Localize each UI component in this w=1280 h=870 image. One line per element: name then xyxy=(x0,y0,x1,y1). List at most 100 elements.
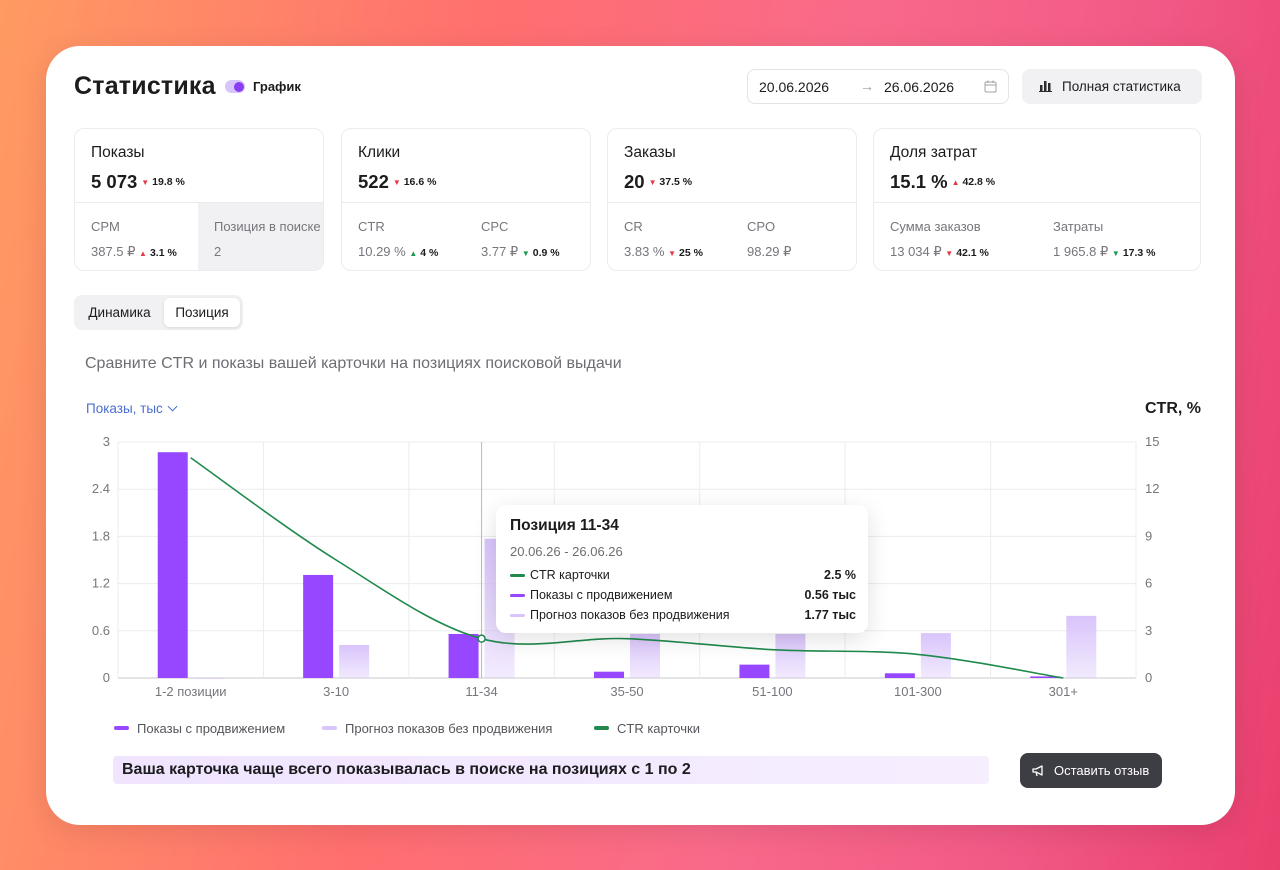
sub-value: 10.29 % ▲ 4 % xyxy=(358,244,439,259)
y-tick-label: 1.8 xyxy=(92,528,110,543)
stat-value: 522 ▼ 16.6 % xyxy=(358,171,437,192)
bar-forecast xyxy=(630,633,660,678)
sub-metric-ctr: CTR 10.29 % ▲ 4 % xyxy=(342,203,465,270)
chart-toggle[interactable] xyxy=(225,80,245,93)
legend-swatch xyxy=(594,726,609,730)
bar-forecast xyxy=(1066,615,1097,678)
y-tick-label: 3 xyxy=(103,434,110,449)
sub-label: CPC xyxy=(481,219,509,234)
divider xyxy=(75,202,323,203)
ctr-point-highlight xyxy=(477,634,486,643)
statistics-card: Статистика График 20.06.2026 → 26.06.202… xyxy=(46,46,1235,825)
bar-promoted xyxy=(448,633,479,678)
divider xyxy=(608,202,856,203)
sub-label: CPM xyxy=(91,219,120,234)
tooltip-row-value: 0.56 тыс xyxy=(804,588,856,602)
right-axis-label: CTR, % xyxy=(1145,400,1201,417)
tab-dynamics[interactable]: Динамика xyxy=(88,305,151,320)
ctr-line xyxy=(190,457,1064,679)
tooltip-row-value: 1.77 тыс xyxy=(804,608,856,622)
stat-delta: 19.8 % xyxy=(152,176,185,188)
sub-value: 1 965.8 ₽ ▼ 17.3 % xyxy=(1053,244,1156,259)
sub-label: CTR xyxy=(358,219,385,234)
tooltip-row-promoted: Показы с продвижением 0.56 тыс xyxy=(510,587,856,605)
date-to[interactable]: 26.06.2026 xyxy=(884,79,955,95)
triangle-down-icon: ▼ xyxy=(1111,249,1120,258)
tooltip-row-ctr: CTR карточки 2.5 % xyxy=(510,567,856,585)
sub-label: Затраты xyxy=(1053,219,1104,234)
sub-label: Позиция в поиске xyxy=(214,219,321,234)
stat-card-impressions: Показы 5 073 ▼ 19.8 % CPM 387.5 ₽ ▲ 3.1 % … xyxy=(74,128,324,271)
stat-card-cost-share: Доля затрат 15.1 % ▲ 42.8 % Сумма заказов… xyxy=(873,128,1201,271)
y-tick-label: 0.6 xyxy=(92,623,110,638)
sub-label: CR xyxy=(624,219,643,234)
sub-value: 387.5 ₽ ▲ 3.1 % xyxy=(91,244,177,259)
legend-swatch xyxy=(322,726,337,730)
sub-value: 3.77 ₽ ▼ 0.9 % xyxy=(481,244,560,259)
y-tick-label: 2.4 xyxy=(92,481,110,496)
tooltip-row-name: CTR карточки xyxy=(530,568,610,582)
legend-item-forecast[interactable]: Прогноз показов без продвижения xyxy=(322,721,552,736)
y-tick-label: 0 xyxy=(103,670,110,685)
chart-toggle-label: График xyxy=(253,79,301,94)
legend-item-promoted[interactable]: Показы с продвижением xyxy=(114,721,285,736)
x-tick-label: 101-300 xyxy=(894,684,942,699)
sub-metric-costs: Затраты 1 965.8 ₽ ▼ 17.3 % xyxy=(1037,203,1200,270)
divider xyxy=(874,202,1200,203)
x-tick-label: 1-2 позиции xyxy=(155,684,227,699)
sub-value: 13 034 ₽ ▼ 42.1 % xyxy=(890,244,989,259)
legend-swatch xyxy=(510,594,525,597)
date-from[interactable]: 20.06.2026 xyxy=(759,79,830,95)
y2-tick-label: 9 xyxy=(1145,528,1152,543)
bar-promoted xyxy=(1030,676,1061,678)
bar-promoted xyxy=(739,664,770,678)
divider xyxy=(342,202,590,203)
bar-promoted xyxy=(594,671,624,678)
x-tick-label: 51-100 xyxy=(752,684,792,699)
bar-forecast xyxy=(193,678,224,679)
stat-title: Клики xyxy=(358,144,401,161)
stat-title: Показы xyxy=(91,144,145,161)
sub-label: CPO xyxy=(747,219,776,234)
triangle-down-icon: ▼ xyxy=(521,249,530,258)
stat-value: 20 ▼ 37.5 % xyxy=(624,171,693,192)
feedback-label: Оставить отзыв xyxy=(1054,763,1150,778)
legend-item-ctr[interactable]: CTR карточки xyxy=(594,721,700,736)
stat-delta: 42.8 % xyxy=(962,176,996,188)
legend-swatch xyxy=(510,574,525,577)
arrow-right-icon: → xyxy=(860,78,874,94)
y-tick-label: 1.2 xyxy=(92,576,110,591)
bar-chart-icon xyxy=(1039,81,1052,92)
metric-selector[interactable]: Показы, тыс xyxy=(86,401,178,416)
stat-delta: 37.5 % xyxy=(659,176,693,188)
stat-title: Заказы xyxy=(624,144,676,161)
sub-metric-cpm: CPM 387.5 ₽ ▲ 3.1 % xyxy=(75,203,198,270)
insight-banner: Ваша карточка чаще всего показывалась в … xyxy=(113,756,989,784)
leave-feedback-button[interactable]: Оставить отзыв xyxy=(1020,753,1162,788)
sub-metric-cpo: CPO 98.29 ₽ xyxy=(731,203,856,270)
y2-tick-label: 0 xyxy=(1145,670,1152,685)
toggle-knob xyxy=(234,81,244,92)
bar-forecast xyxy=(339,644,370,678)
triangle-up-icon: ▲ xyxy=(139,249,147,258)
stat-card-clicks: Клики 522 ▼ 16.6 % CTR 10.29 % ▲ 4 % CPC 3… xyxy=(341,128,591,271)
calendar-icon[interactable] xyxy=(984,80,997,93)
chevron-down-icon xyxy=(167,401,178,412)
x-tick-label: 35-50 xyxy=(610,684,643,699)
x-tick-label: 11-34 xyxy=(465,684,497,699)
sub-metric-search-position[interactable]: Позиция в поиске 2 xyxy=(198,203,323,270)
tooltip-row-name: Прогноз показов без продвижения xyxy=(530,608,730,622)
triangle-up-icon: ▲ xyxy=(409,249,418,258)
triangle-down-icon: ▼ xyxy=(648,178,657,187)
x-tick-label: 301+ xyxy=(1049,684,1078,699)
tab-position[interactable]: Позиция xyxy=(164,298,240,327)
bar-forecast xyxy=(775,633,806,678)
stat-title: Доля затрат xyxy=(890,144,978,161)
date-range-picker[interactable]: 20.06.2026 → 26.06.2026 xyxy=(747,69,1009,104)
sub-metric-cr: CR 3.83 % ▼ 25 % xyxy=(608,203,731,270)
full-stats-label: Полная статистика xyxy=(1062,79,1181,94)
view-tabs: Динамика Позиция xyxy=(74,295,243,330)
full-stats-button[interactable]: Полная статистика xyxy=(1022,69,1202,104)
legend-swatch xyxy=(510,614,525,617)
triangle-down-icon: ▼ xyxy=(668,249,677,258)
